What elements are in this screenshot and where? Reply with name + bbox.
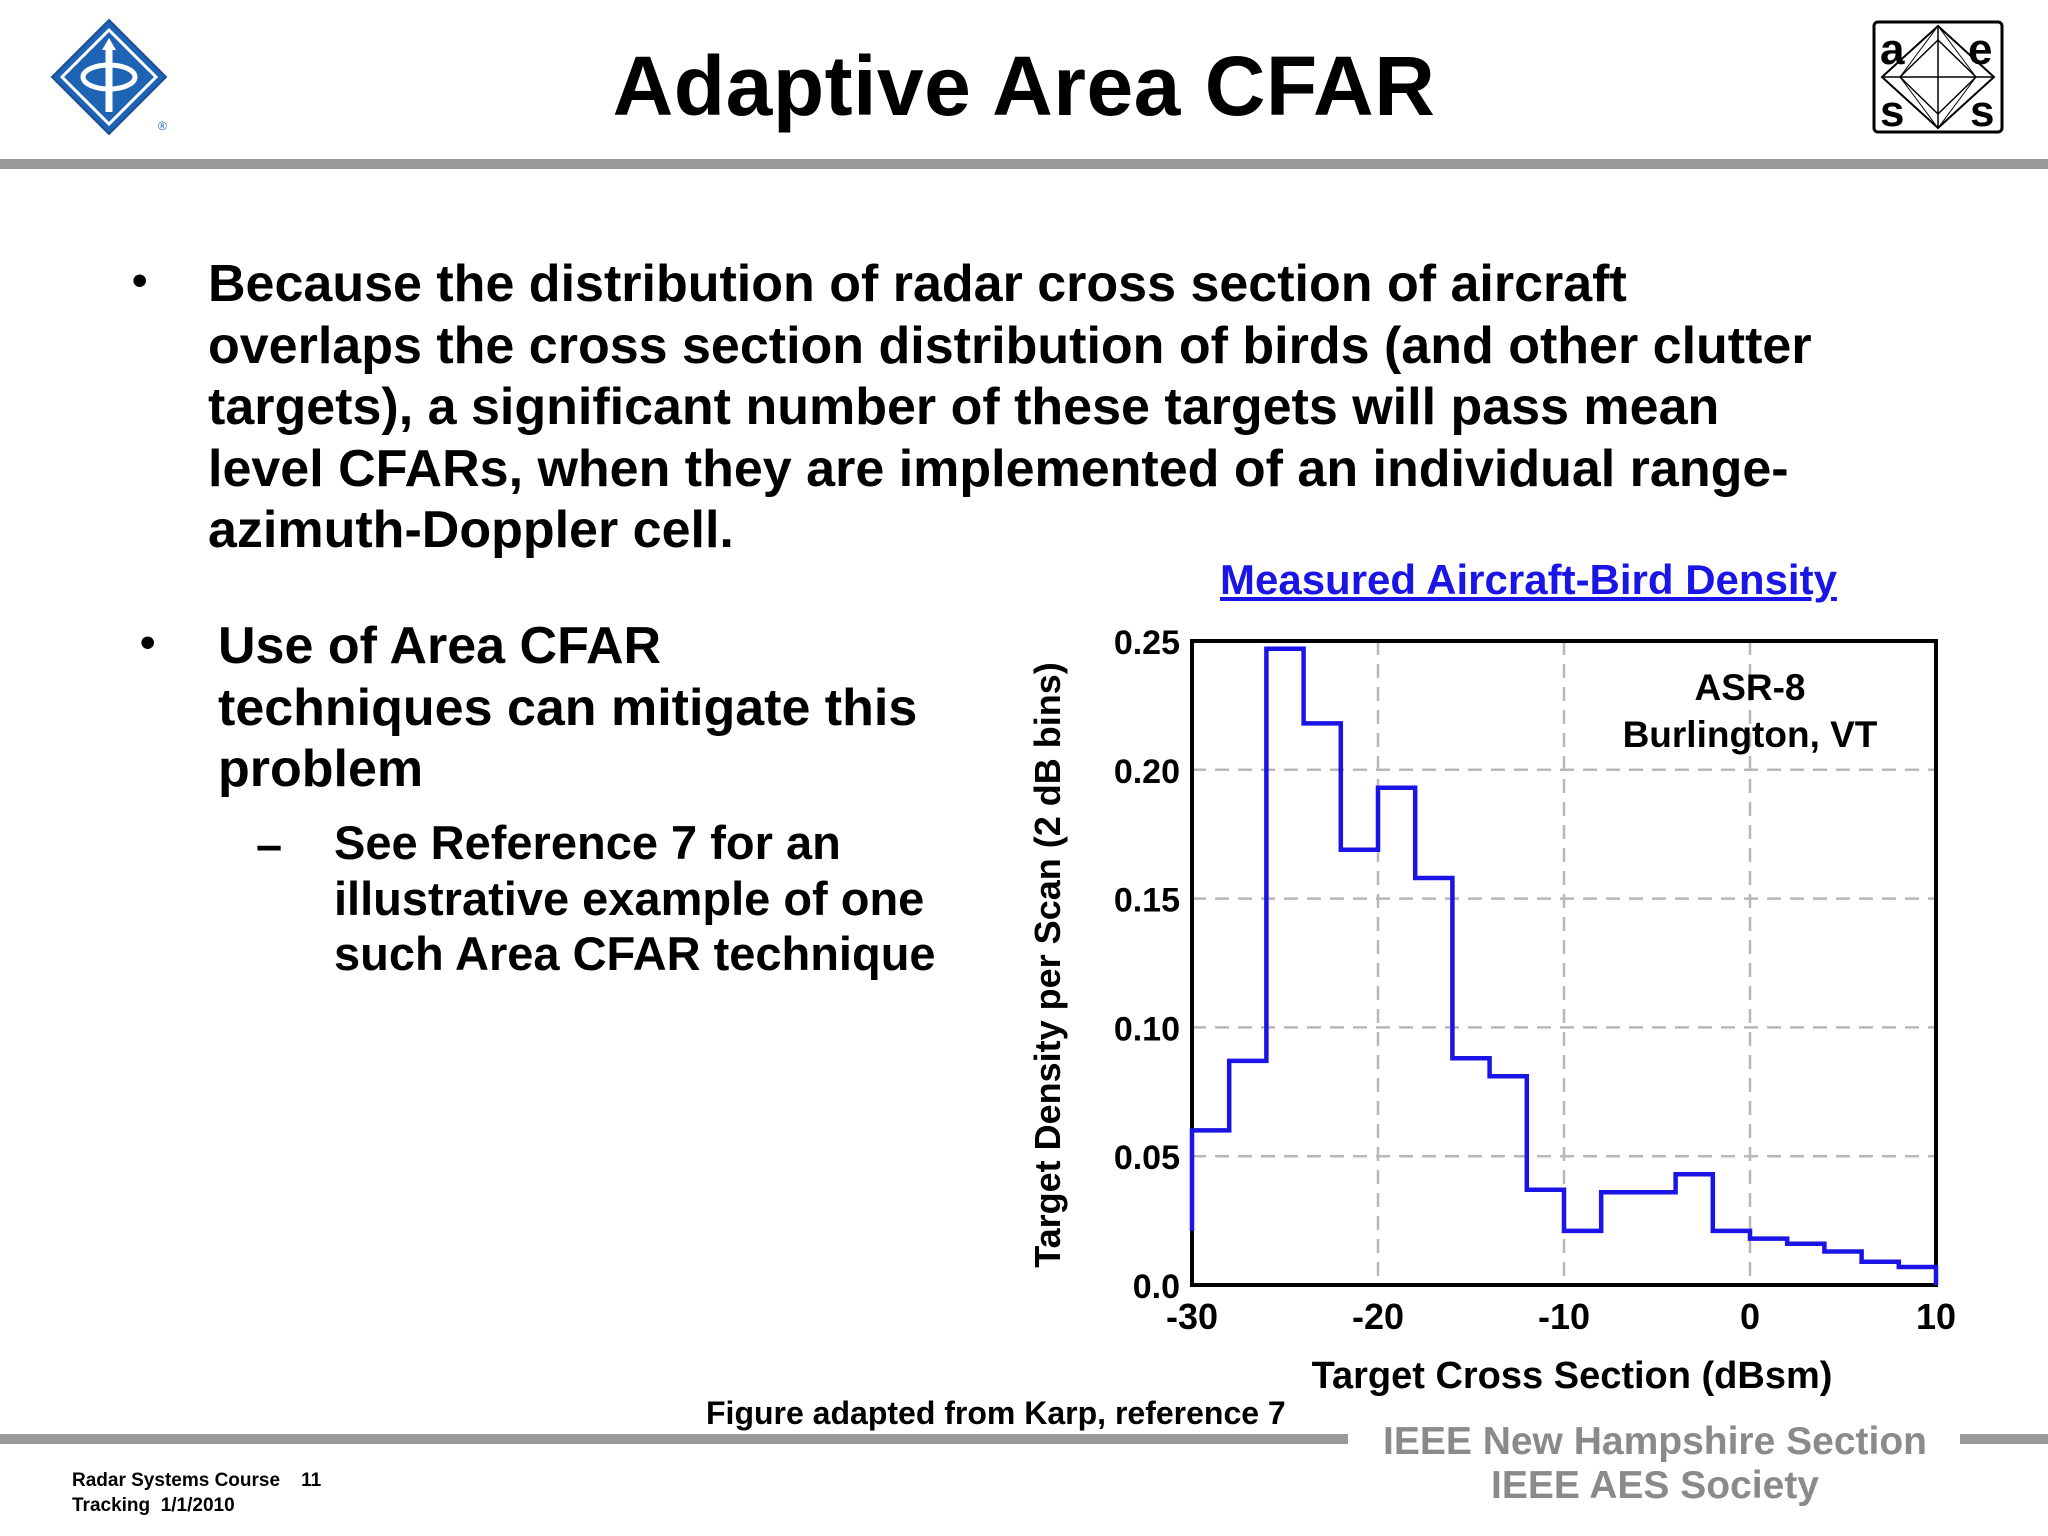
svg-text:®: ® [158, 119, 167, 133]
axis-ticks: -30 -20 -10 0 10 0.0 0.05 0.10 0.15 0.20 0.25 [1114, 624, 1956, 1337]
bullet-marker: • [140, 618, 156, 667]
svg-text:a: a [1880, 25, 1905, 74]
chart-annotation-line: ASR-8 [1694, 667, 1805, 708]
svg-text:s: s [1880, 87, 1904, 134]
footer-course-info: Radar Systems Course 11 Tracking 1/1/201… [72, 1468, 321, 1518]
y-tick-label: 0.05 [1114, 1139, 1180, 1177]
footer-org-line: IEEE New Hampshire Section [1382, 1420, 1927, 1463]
bullet-text-1: Because the distribution of radar cross … [208, 255, 1812, 559]
y-tick-label: 0.15 [1114, 882, 1180, 920]
figure-caption: Figure adapted from Karp, reference 7 [706, 1395, 1286, 1431]
x-tick-label: -10 [1538, 1296, 1590, 1337]
footer-organization: IEEE New Hampshire Section IEEE AES Soci… [1345, 1420, 1965, 1508]
footer-course-line: Radar Systems Course 11 [72, 1470, 322, 1491]
x-axis-label: Target Cross Section (dBsm) [1312, 1355, 1833, 1397]
x-tick-label: 0 [1740, 1296, 1760, 1337]
aess-logo-icon: a e s s [1872, 20, 2004, 134]
page-title: Adaptive Area CFAR [612, 39, 1436, 133]
chart-title[interactable]: Measured Aircraft-Bird Density [1220, 556, 1837, 603]
x-tick-label: 10 [1916, 1296, 1956, 1337]
plot-area [1190, 639, 1938, 1287]
svg-text:s: s [1970, 87, 1994, 134]
y-tick-label: 0.0 [1133, 1268, 1180, 1306]
header-divider [0, 159, 2048, 169]
sub-bullet-marker: – [256, 818, 283, 871]
bullet-text-2: Use of Area CFAR techniques can mitigate… [218, 617, 918, 798]
y-tick-label: 0.10 [1114, 1010, 1180, 1048]
sub-bullet-text: See Reference 7 for an illustrative exam… [334, 816, 936, 980]
footer-divider-right [1960, 1434, 2048, 1444]
chart-annotation-line: Burlington, VT [1623, 714, 1878, 755]
svg-text:e: e [1968, 25, 1992, 74]
footer-divider-left [0, 1434, 1348, 1444]
footer-org-line: IEEE AES Society [1490, 1464, 1819, 1507]
density-series-line [1189, 646, 1939, 1285]
y-tick-label: 0.20 [1114, 753, 1180, 791]
chart-grid [1192, 641, 1936, 1285]
x-tick-label: -30 [1166, 1296, 1218, 1337]
y-axis-label: Target Density per Scan (2 dB bins) [1027, 662, 1068, 1267]
footer-date-line: Tracking 1/1/2010 [72, 1495, 235, 1516]
y-tick-label: 0.25 [1114, 624, 1180, 662]
bullet-marker: • [132, 256, 148, 305]
ieee-logo-icon: ® [50, 18, 168, 136]
x-tick-label: -20 [1352, 1296, 1404, 1337]
